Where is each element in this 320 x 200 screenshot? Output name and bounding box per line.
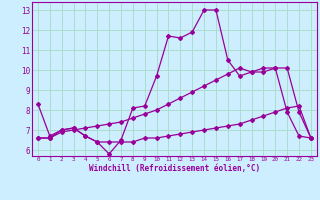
X-axis label: Windchill (Refroidissement éolien,°C): Windchill (Refroidissement éolien,°C) bbox=[89, 164, 260, 173]
